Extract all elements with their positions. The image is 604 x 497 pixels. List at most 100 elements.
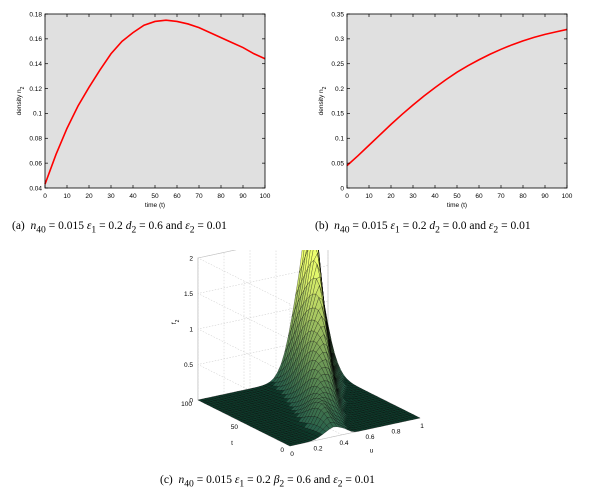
x-tick-label: 10	[63, 193, 71, 200]
caption-c-n-sub: 40	[184, 478, 194, 490]
y-tick-label: 0.18	[29, 11, 42, 18]
z-tick-label: 1	[189, 327, 193, 334]
z-tick-label: 2	[189, 256, 193, 263]
surface-patch	[298, 250, 305, 273]
x-tick-label: 50	[453, 193, 461, 200]
x-tick-label: 60	[173, 193, 181, 200]
x-tick-label: 70	[497, 193, 505, 200]
caption-b-eps2: ε	[488, 220, 494, 232]
x-tick-label: 60	[475, 193, 483, 200]
t-axis-label: t	[231, 440, 233, 447]
caption-b-d2-sub: 2	[435, 224, 440, 236]
y-axis-label: density n2	[318, 86, 328, 115]
caption-c-n: n	[178, 474, 185, 486]
x-tick-label: 100	[260, 193, 271, 200]
x-tick-label: 80	[519, 193, 527, 200]
u-tick-label: 0.8	[391, 429, 400, 436]
series-line	[44, 19, 266, 185]
u-axis-label: u	[370, 448, 374, 455]
y-tick-label: 0.35	[331, 11, 344, 18]
t-tick-label: 50	[231, 424, 239, 431]
caption-c: (c) n40 = 0.015 ε1 = 0.2 β2 = 0.6 and ε2…	[160, 474, 375, 489]
x-tick-label: 0	[345, 193, 349, 200]
u-tick-label: 1	[420, 423, 424, 430]
y-tick-label: 0.05	[331, 160, 344, 167]
y-tick-label: 0.1	[335, 136, 344, 143]
caption-c-eps1-sub: 1	[239, 478, 245, 490]
z-gridline	[197, 265, 329, 340]
caption-a-d2: d	[125, 220, 132, 232]
caption-c-eps2: ε	[333, 474, 338, 486]
x-tick-label: 100	[562, 193, 573, 200]
x-axis-label: time (t)	[145, 202, 165, 209]
caption-c-eps1: ε	[234, 474, 240, 486]
caption-b-eps2-sub: 2	[493, 224, 499, 236]
caption-c-eps1-val: = 0.2	[244, 474, 274, 486]
u-tick-label: 0.6	[365, 434, 374, 441]
y-tick-label: 0.04	[29, 185, 42, 192]
caption-b-n-sub: 40	[339, 224, 350, 236]
surface-patch	[302, 250, 307, 265]
caption-b-eps1-val: = 0.2	[399, 220, 430, 232]
caption-b-eps2-val: = 0.01	[498, 220, 531, 232]
y-tick-label: 0.2	[335, 86, 344, 93]
caption-a-eps2-val: = 0.01	[194, 220, 227, 232]
y-tick-label: 0.16	[29, 36, 42, 43]
caption-a-eps1-sub: 1	[91, 224, 97, 236]
caption-a-n-sub: 40	[36, 224, 46, 236]
x-tick-label: 30	[409, 193, 417, 200]
caption-b: (b) n40 = 0.015 ε1 = 0.2 d2 = 0.0 and ε2…	[315, 220, 531, 235]
caption-c-beta2: β	[273, 474, 280, 486]
z-tick-label: 1.5	[184, 291, 193, 298]
surface-patch	[412, 416, 421, 419]
x-tick-label: 0	[43, 193, 47, 200]
caption-c-beta2-sub: 2	[279, 478, 285, 490]
x-axis-label: time (t)	[447, 202, 467, 209]
x-tick-label: 20	[85, 193, 93, 200]
chart-a: 0 10 20 30 40 50 60 70 80 90 100 0.04 0.06 0.08 0.1 0.1…	[16, 11, 271, 209]
x-tick-label: 90	[239, 193, 247, 200]
surface-patch	[305, 250, 308, 257]
y-tick-label: 0.1	[33, 111, 42, 118]
z-tick-label: 0.5	[184, 362, 193, 369]
y-tick-label: 0.15	[331, 111, 344, 118]
caption-b-d2-val: = 0.0 and	[439, 220, 489, 232]
caption-a-n-val: = 0.015	[45, 220, 87, 232]
x-tick-label: 20	[387, 193, 395, 200]
x-tick-label: 30	[107, 193, 115, 200]
x-tick-label: 80	[217, 193, 225, 200]
x-tick-label: 90	[541, 193, 549, 200]
caption-b-n-val: = 0.015	[349, 220, 391, 232]
caption-c-label: (c)	[160, 474, 173, 486]
caption-a: (a) n40 = 0.015 ε1 = 0.2 d2 = 0.6 and ε2…	[12, 220, 227, 235]
z-tick-label: 0	[189, 398, 193, 405]
caption-b-n: n	[334, 220, 340, 232]
caption-b-eps1-sub: 1	[395, 224, 400, 236]
chart-b: 0 10 20 30 40 50 60 70 80 90 100 0 0.05 0.1 0.15 0.2 0.2…	[318, 11, 573, 209]
x-tick-label: 10	[365, 193, 373, 200]
y-tick-label: 0.06	[29, 160, 42, 167]
caption-a-d2-sub: 2	[131, 224, 137, 236]
plot-area	[45, 14, 265, 188]
caption-c-eps2-sub: 2	[337, 478, 343, 490]
plot-area	[347, 14, 567, 188]
caption-a-n: n	[30, 220, 37, 232]
u-tick-label: 0.2	[313, 445, 322, 452]
y-tick-label: 0	[340, 185, 344, 192]
u-tick-label: 0.4	[339, 440, 348, 447]
caption-a-eps2: ε	[185, 220, 190, 232]
t-tick-label: 0	[280, 447, 284, 454]
caption-b-d2: d	[429, 220, 436, 232]
caption-b-label: (b)	[315, 220, 329, 232]
z-gridline	[197, 300, 329, 376]
caption-a-label: (a)	[12, 220, 25, 232]
caption-c-beta2-val: = 0.6 and	[284, 474, 334, 486]
caption-a-d2-val: = 0.6 and	[136, 220, 186, 232]
u-tick-label: 0	[290, 451, 294, 458]
caption-a-eps1: ε	[86, 220, 92, 232]
z-gridline	[197, 250, 291, 305]
t-tick-label: 100	[181, 401, 192, 408]
y-tick-label: 0.14	[29, 61, 42, 68]
z-axis-label: f2	[171, 319, 181, 324]
